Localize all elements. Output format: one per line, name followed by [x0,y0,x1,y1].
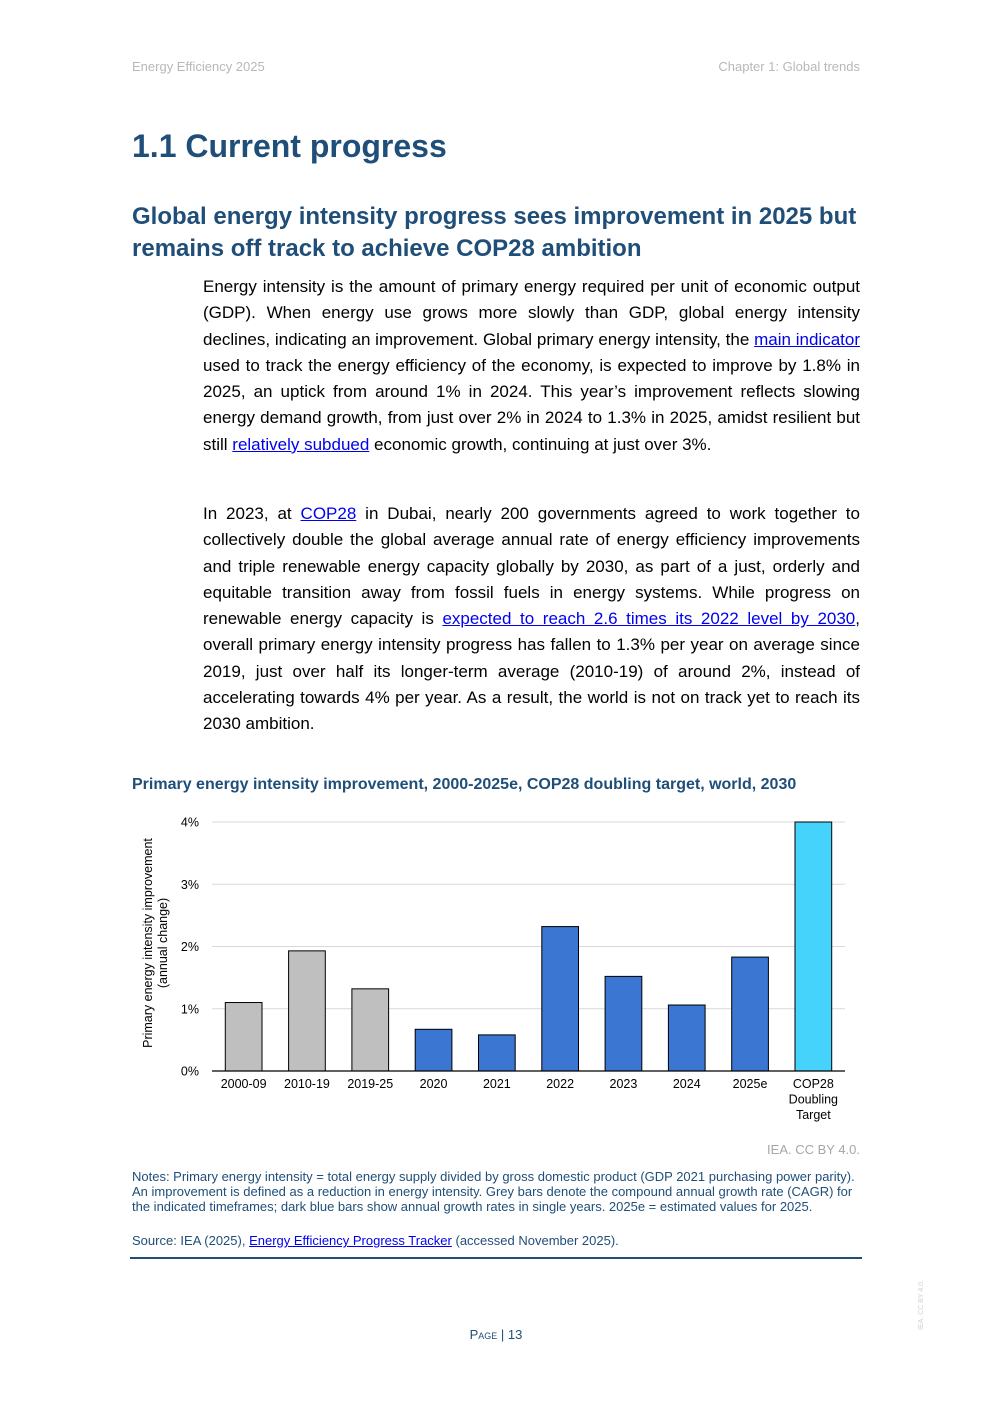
y-tick-label: 0% [181,1065,199,1079]
y-tick-label: 3% [181,878,199,892]
x-tick-label: 2023 [610,1077,638,1091]
bar-2025e [731,956,769,1072]
chart-title: Primary energy intensity improvement, 20… [132,776,797,793]
paragraph-text: in Dubai, nearly 200 governments agreed … [203,504,860,629]
paragraph-text: economic growth, continuing at just over… [369,434,712,454]
chart-credit: IEA. CC BY 4.0. [767,1142,860,1157]
main-indicator-link[interactable]: main indicator [754,329,860,349]
renewables-forecast-link[interactable]: expected to reach 2.6 times its 2022 lev… [442,609,856,629]
x-tick-label: 2010-19 [284,1077,330,1091]
paragraph-cop28: In 2023, at COP28 in Dubai, nearly 200 g… [203,501,860,738]
chart-source: Source: IEA (2025), Energy Efficiency Pr… [132,1233,619,1248]
y-axis-label: Primary energy intensity improvement [141,838,155,1048]
bar-cop28-doubling-target [794,821,833,1072]
x-tick-label: 2022 [546,1077,574,1091]
section-divider [130,1257,862,1259]
source-text: (accessed November 2025). [451,1233,619,1248]
y-tick-label: 4% [181,816,199,830]
paragraph-text: , overall primary energy intensity progr… [203,609,860,734]
bar-2000-09 [224,1002,263,1072]
bar-2019-25 [351,988,390,1072]
section-title: 1.1 Current progress [132,128,447,164]
bar-chart: 0% 1% 2% 3% 4% 2000-09 2010-19 2019-25 2020 2021… [141,816,845,1122]
page-number-value: 13 [507,1327,523,1342]
x-tick-label: 2000-09 [221,1077,267,1091]
bar-2020 [414,1028,453,1072]
bar-2022 [541,926,580,1072]
source-text: Source: IEA (2025), [132,1233,250,1248]
paragraph-text: used to track the energy efficiency of t… [203,355,860,454]
chart-notes: Notes: Primary energy intensity = total … [132,1169,855,1214]
page-separator: | [497,1327,508,1342]
paragraph-text: In 2023, at [203,504,301,523]
progress-tracker-link[interactable]: Energy Efficiency Progress Tracker [249,1233,452,1248]
x-tick-label: 2020 [420,1077,448,1091]
page-word: Page [469,1327,498,1342]
running-header-left: Energy Efficiency 2025 [132,59,265,74]
x-tick-label: COP28 Doubling Target [789,1077,838,1122]
x-tick-label: 2025e [733,1077,768,1091]
bar-2010-19 [288,950,326,1072]
bar-2023 [604,975,643,1072]
x-tick-label: 2024 [673,1077,701,1091]
cop28-link[interactable]: COP28 [300,504,357,523]
paragraph-energy-intensity: Energy intensity is the amount of primar… [203,274,860,458]
bar-2021 [477,1034,516,1072]
page-number: Page | 13 [0,1327,992,1342]
y-axis-label-unit: (annual change) [156,898,170,988]
license-watermark: IEA. CC BY 4.0. [918,1279,925,1330]
running-header-right: Chapter 1: Global trends [718,59,860,74]
paragraph-text: Energy intensity is the amount of primar… [203,277,860,349]
x-tick-label: 2019-25 [347,1077,393,1091]
y-tick-label: 2% [181,940,199,954]
x-tick-label: 2021 [483,1077,511,1091]
bar-2024 [667,1004,706,1072]
relatively-subdued-link[interactable]: relatively subdued [232,434,370,454]
subsection-title: Global energy intensity progress sees im… [132,203,857,262]
y-tick-label: 1% [181,1002,199,1016]
